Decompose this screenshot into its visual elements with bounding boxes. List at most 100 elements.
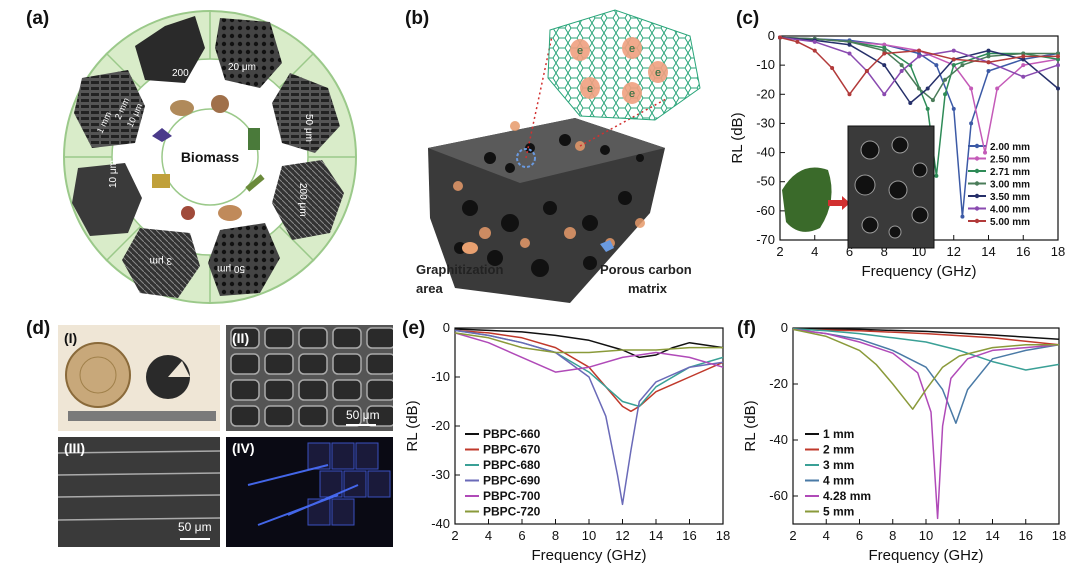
- y-tick-label: -60: [756, 203, 775, 218]
- y-tick-label: -30: [756, 115, 775, 130]
- y-axis-label: RL (dB): [729, 112, 746, 163]
- x-tick-label: 16: [1016, 244, 1030, 259]
- micrograph-2: [215, 18, 282, 88]
- legend-marker: [974, 168, 980, 174]
- x-tick-label: 14: [981, 244, 995, 259]
- series-line-pbpc-690: [454, 329, 724, 506]
- x-tick-label: 4: [485, 528, 492, 543]
- chart-c: 2 4 6 8 10 12 14 16 180-10-20-30-40-50-60-70Freq…: [729, 28, 1065, 280]
- series-point: [986, 54, 991, 59]
- pore: [854, 174, 876, 196]
- series-line-2-mm: [792, 328, 1060, 346]
- series-point: [917, 51, 921, 56]
- legend-porous-1: Porous carbon: [600, 262, 692, 277]
- legend-label: PBPC-720: [483, 505, 541, 519]
- x-tick-label: 4: [811, 244, 818, 259]
- micrograph-8: [74, 70, 145, 148]
- x-tick-label: 2: [789, 528, 796, 543]
- electron-3: e: [587, 83, 593, 95]
- series-line-pbpc-720: [454, 332, 723, 354]
- series-point: [795, 39, 800, 44]
- series-point: [983, 150, 988, 155]
- series-point: [925, 86, 930, 91]
- scale-label-d-ii: 50 μm: [346, 408, 380, 422]
- series-line-4-28-mm: [792, 328, 1060, 520]
- sublabel-III: (III): [64, 440, 85, 456]
- x-tick-label: 18: [1052, 528, 1066, 543]
- legend-label: 3.00 mm: [990, 180, 1030, 191]
- series-point: [812, 48, 817, 53]
- series-point: [908, 101, 913, 106]
- y-tick-label: -40: [431, 516, 450, 531]
- x-tick-label: 12: [615, 528, 629, 543]
- x-tick-label: 18: [716, 528, 730, 543]
- legend-label: 4 mm: [823, 474, 854, 488]
- series-point: [1021, 51, 1026, 56]
- panel-e-label: (e): [402, 318, 426, 339]
- porous-carbon-schematic: e e e e e Graphitization area Porous car…: [416, 9, 701, 303]
- y-tick-label: -40: [756, 145, 775, 160]
- x-tick-label: 8: [881, 244, 888, 259]
- scale-label-a-4: 200 μm: [297, 183, 308, 217]
- x-tick-label: 16: [682, 528, 696, 543]
- x-tick-label: 6: [856, 528, 863, 543]
- series-line-1-mm: [792, 327, 1060, 340]
- panel-b-label: (b): [405, 8, 430, 29]
- series-point: [969, 121, 974, 126]
- series-point: [847, 51, 852, 56]
- x-axis-label: Frequency (GHz): [531, 547, 646, 564]
- series-point: [995, 86, 1000, 91]
- x-tick-label: 18: [1051, 244, 1065, 259]
- y-tick-label: -20: [431, 418, 450, 433]
- series-point: [882, 48, 887, 53]
- series-point: [830, 66, 835, 71]
- series-point: [960, 63, 965, 68]
- arrow-icon: [828, 196, 850, 210]
- series-point: [1056, 54, 1060, 59]
- series-point: [943, 92, 948, 97]
- series-point: [986, 51, 991, 56]
- y-tick-label: -30: [431, 467, 450, 482]
- pore: [888, 225, 902, 239]
- series-line-3-00-mm: [779, 36, 1058, 101]
- series-point: [899, 63, 904, 68]
- series-point: [986, 60, 991, 65]
- series-point: [899, 68, 904, 73]
- series-line-5-00-mm: [779, 36, 1058, 96]
- panel-a-label: (a): [26, 8, 50, 29]
- series-point: [882, 63, 887, 68]
- legend-label: 5.00 mm: [990, 217, 1030, 228]
- legend-marker: [974, 156, 980, 161]
- x-tick-label: 14: [985, 528, 999, 543]
- sublabel-IV: (IV): [232, 440, 255, 456]
- inset-image: [782, 125, 935, 249]
- legend-label: 2.50 mm: [990, 155, 1030, 166]
- pore: [911, 206, 929, 224]
- series-point: [969, 86, 974, 91]
- micrograph-5: [208, 223, 280, 296]
- legend-label: 4.28 mm: [823, 489, 871, 503]
- scale-label-d-iii: 50 μm: [178, 520, 212, 534]
- series-point: [960, 214, 965, 219]
- micrograph-4: [272, 160, 344, 240]
- series-point: [930, 98, 935, 103]
- series-point: [943, 77, 948, 82]
- series-point: [951, 57, 956, 62]
- series-point: [864, 68, 869, 73]
- series-point: [986, 48, 991, 53]
- photo-grid-d: (I) (II) (III) (IV) 50 μm 50 μm: [58, 325, 393, 547]
- scale-label-a-6: 3 μm: [150, 255, 172, 266]
- series-point: [847, 92, 852, 97]
- panel-f-label: (f): [737, 318, 756, 339]
- x-tick-label: 2: [451, 528, 458, 543]
- series-point: [925, 106, 930, 111]
- scale-label-a-3: 50 μm: [303, 114, 314, 142]
- legend-label: 3.50 mm: [990, 192, 1030, 203]
- electron-5: e: [655, 67, 661, 79]
- x-tick-label: 8: [552, 528, 559, 543]
- legend-label: 2 mm: [823, 443, 854, 457]
- x-axis-label: Frequency (GHz): [861, 263, 976, 280]
- x-axis-label: Frequency (GHz): [868, 547, 983, 564]
- x-tick-label: 10: [582, 528, 596, 543]
